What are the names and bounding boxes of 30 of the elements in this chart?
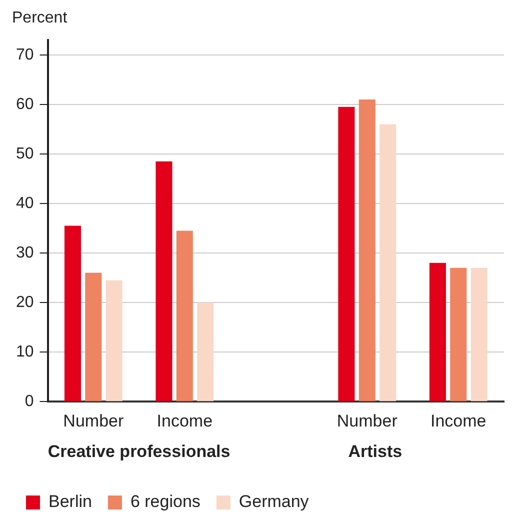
bar <box>429 262 446 402</box>
y-tick-label: 50 <box>16 145 34 162</box>
y-tick-label: 30 <box>16 244 34 262</box>
bar <box>106 280 122 402</box>
legend-label: 6 regions <box>130 492 200 512</box>
x-tick-label: Income <box>430 411 486 430</box>
bar <box>64 226 82 402</box>
y-tick-label: 70 <box>16 46 34 64</box>
bar <box>358 99 376 402</box>
text: Artists <box>348 442 402 461</box>
y-tick-label: 10 <box>16 343 34 360</box>
text: Creative professionals <box>48 442 230 461</box>
bar <box>380 124 396 402</box>
bar <box>338 106 355 402</box>
y-tick-label: 60 <box>16 96 34 113</box>
bar <box>156 161 172 402</box>
y-tick-label: 0 <box>24 393 34 410</box>
bar <box>450 268 467 402</box>
x-tick-label: Income <box>156 411 213 430</box>
legend-label: Berlin <box>48 492 92 512</box>
x-tick-label: Number <box>336 411 398 430</box>
bar <box>470 268 488 402</box>
bar <box>197 302 214 402</box>
bar <box>176 230 193 402</box>
bar <box>85 272 102 402</box>
y-tick-label: 20 <box>16 294 34 311</box>
y-tick-label: 40 <box>16 194 34 212</box>
legend-label: Germany <box>238 492 310 512</box>
x-tick-label: Number <box>63 411 124 430</box>
y-axis-title: Percent <box>12 9 68 26</box>
